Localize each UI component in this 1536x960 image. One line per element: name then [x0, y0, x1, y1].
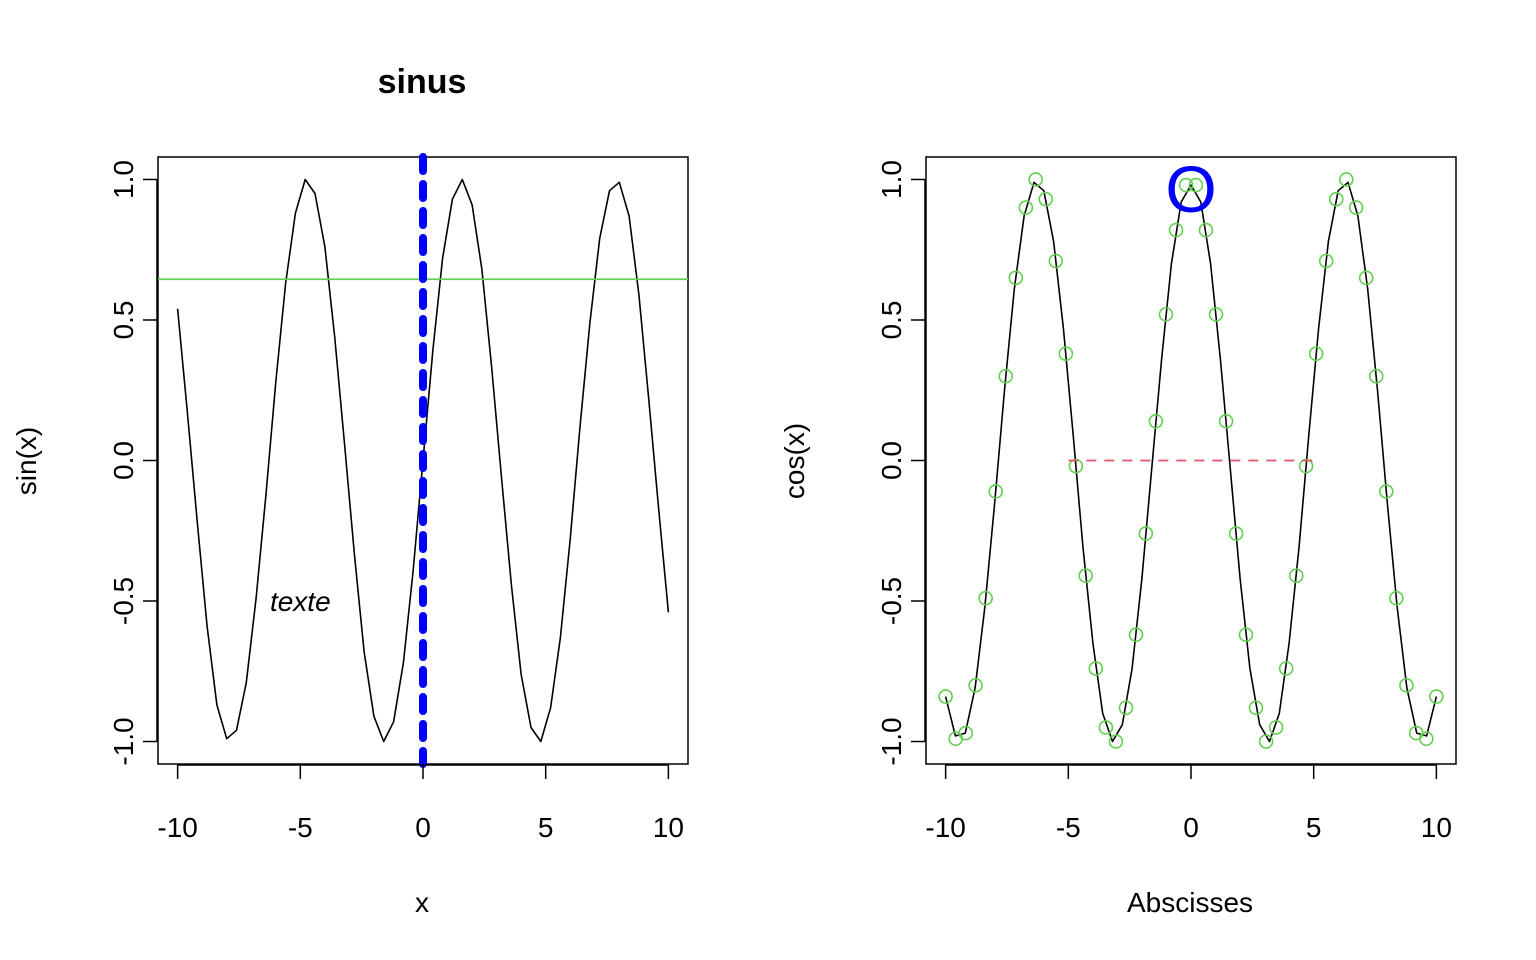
data-point — [1198, 222, 1214, 238]
data-point — [1218, 413, 1234, 429]
x-tick-label: -10 — [157, 812, 197, 843]
data-point — [1118, 700, 1134, 716]
series-line — [944, 181, 1438, 743]
x-tick-label: 5 — [1306, 812, 1322, 843]
data-point — [1048, 253, 1064, 269]
data-point — [1278, 661, 1294, 676]
y-axis: -1.0 -0.5 0.0 0.5 1.0 — [108, 160, 158, 766]
data-point — [1429, 689, 1444, 704]
x-tick-label: 5 — [538, 812, 554, 843]
data-point — [988, 484, 1003, 499]
data-point — [1368, 368, 1384, 384]
data-point — [1358, 270, 1374, 286]
x-tick-label: 10 — [1421, 812, 1452, 843]
y-tick-label: -1.0 — [876, 717, 907, 765]
y-tick-label: 1.0 — [876, 160, 907, 199]
data-point — [998, 368, 1014, 384]
x-tick-label: 0 — [1183, 812, 1199, 843]
marker-o: O — [1165, 152, 1216, 226]
data-point — [1268, 720, 1284, 735]
y-tick-label: -0.5 — [108, 577, 139, 625]
data-point — [1389, 590, 1404, 606]
annotation-text: texte — [270, 586, 331, 617]
cosine-marks — [938, 172, 1444, 749]
y-tick-label: 0.5 — [876, 301, 907, 340]
x-tick-label: -5 — [1056, 812, 1081, 843]
x-tick-label: 10 — [653, 812, 684, 843]
x-tick-label: 0 — [415, 812, 431, 843]
x-axis: -10 -5 0 5 10 — [157, 764, 684, 843]
y-tick-label: -0.5 — [876, 577, 907, 625]
data-point — [938, 689, 953, 704]
data-point — [1348, 200, 1364, 215]
x-tick-label: -10 — [925, 812, 965, 843]
data-point — [1208, 307, 1224, 322]
data-point — [1128, 627, 1144, 643]
x-tick-label: -5 — [288, 812, 313, 843]
sine-chart: sinus -10 -5 0 5 10 -1.0 -0.5 0.0 0.5 1.0 x sin(… — [11, 63, 689, 918]
data-point — [1088, 661, 1104, 676]
data-point — [1018, 200, 1034, 215]
data-point — [1178, 177, 1194, 193]
y-tick-label: 0.0 — [108, 441, 139, 480]
data-point — [1288, 568, 1304, 584]
data-point — [1158, 307, 1174, 322]
plot-frame — [925, 156, 1457, 765]
data-point — [1188, 177, 1204, 193]
y-tick-label: -1.0 — [108, 717, 139, 765]
data-point — [1058, 346, 1074, 362]
data-point — [1379, 484, 1394, 499]
data-point — [1168, 222, 1184, 238]
data-point — [1098, 720, 1114, 735]
data-point — [1339, 172, 1354, 187]
y-tick-label: 1.0 — [108, 160, 139, 199]
y-tick-label: 0.0 — [876, 441, 907, 480]
y-axis: -1.0 -0.5 0.0 0.5 1.0 — [876, 160, 926, 766]
data-point — [1228, 526, 1244, 541]
data-point — [1419, 731, 1434, 747]
data-point — [1148, 413, 1164, 429]
x-axis: -10 -5 0 5 10 — [925, 764, 1452, 843]
y-axis-label: cos(x) — [779, 423, 810, 499]
data-point — [1028, 172, 1043, 187]
y-tick-label: 0.5 — [108, 301, 139, 340]
data-point — [1138, 526, 1154, 541]
x-axis-label: x — [415, 887, 429, 918]
x-axis-label: Abscisses — [1127, 887, 1253, 918]
data-point — [1008, 270, 1024, 286]
data-point — [1328, 191, 1344, 207]
data-point — [1038, 191, 1054, 207]
data-point — [1399, 678, 1414, 693]
data-point — [1258, 734, 1274, 749]
data-point — [968, 678, 983, 693]
cosine-chart: -10 -5 0 5 10 -1.0 -0.5 0.0 0.5 1.0 Abscisses co… — [779, 152, 1457, 918]
data-point — [1078, 568, 1094, 584]
data-point — [1308, 346, 1324, 362]
y-axis-label: sin(x) — [11, 427, 42, 495]
data-point — [1238, 627, 1254, 643]
data-point — [1248, 700, 1264, 716]
chart-title: sinus — [378, 63, 467, 101]
data-point — [978, 590, 993, 606]
sine-marks — [158, 153, 688, 768]
data-point — [1108, 734, 1124, 749]
data-point — [1318, 253, 1334, 269]
data-point — [958, 725, 974, 741]
